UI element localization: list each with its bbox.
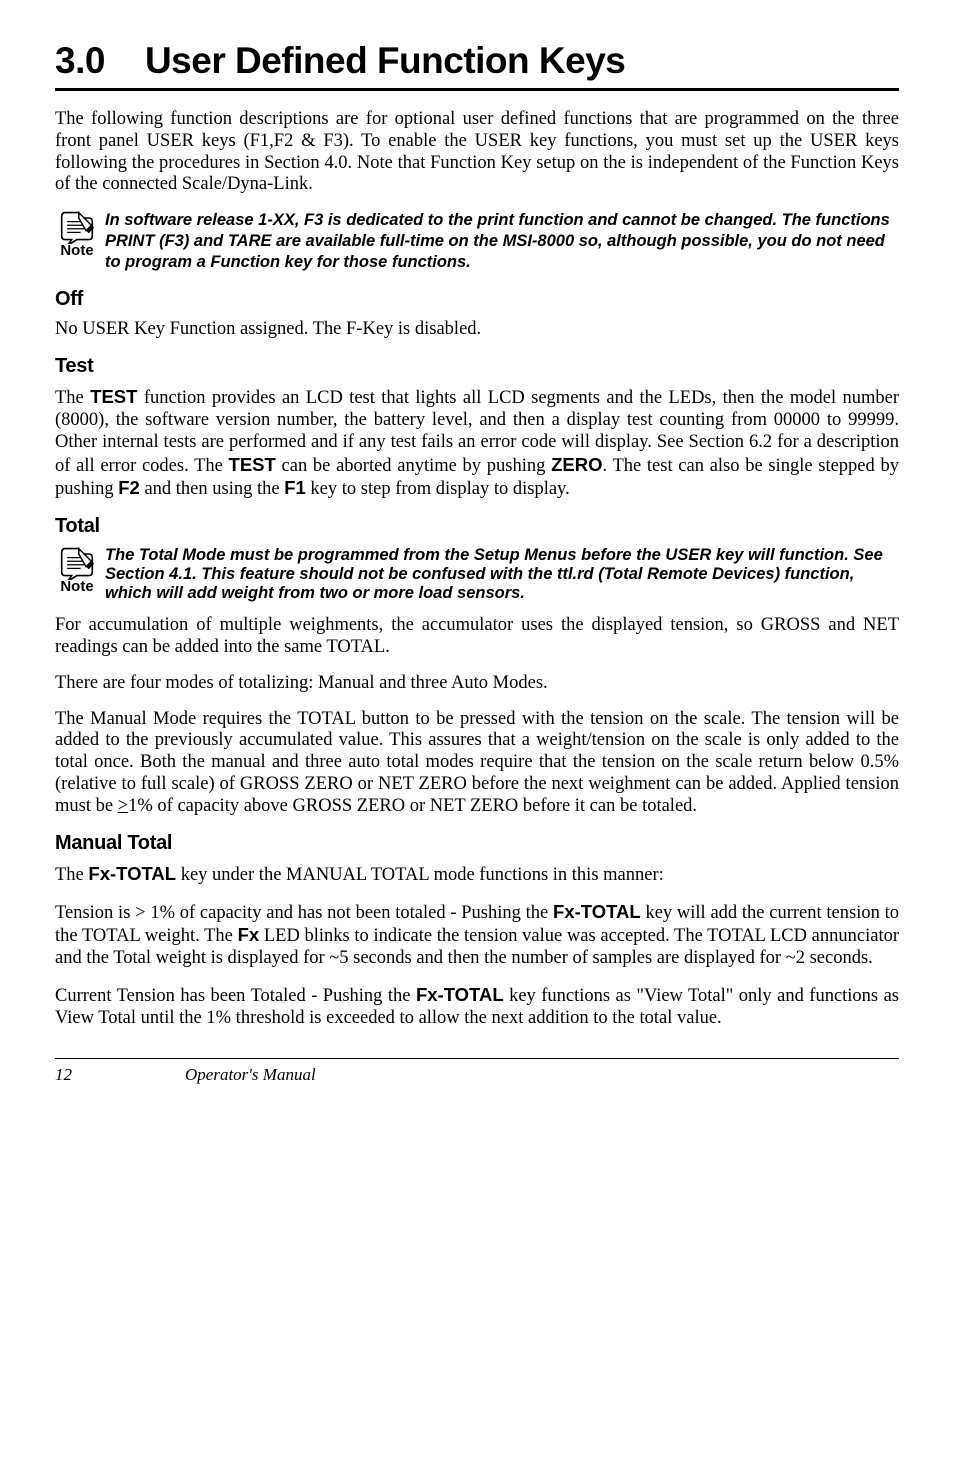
key-test: TEST — [229, 454, 276, 475]
mt-p3: Current Tension has been Totaled - Pushi… — [55, 984, 899, 1030]
page-number: 12 — [55, 1065, 185, 1085]
off-text: No USER Key Function assigned. The F-Key… — [55, 319, 899, 341]
total-p3: The Manual Mode requires the TOTAL butto… — [55, 709, 899, 818]
key-fx: Fx — [238, 924, 260, 945]
key-f2: F2 — [118, 477, 140, 498]
note-block-1: Note In software release 1-XX, F3 is ded… — [55, 210, 899, 272]
manual-total-heading: Manual Total — [55, 832, 899, 855]
note-text: In software release 1-XX, F3 is dedicate… — [105, 210, 899, 272]
off-heading: Off — [55, 288, 899, 311]
total-heading: Total — [55, 515, 899, 538]
key-f1: F1 — [284, 477, 306, 498]
key-test: TEST — [90, 386, 137, 407]
t: and then using the — [140, 479, 284, 499]
page-footer: 12 Operator's Manual — [55, 1058, 899, 1085]
t: can be aborted anytime by pushing — [276, 456, 551, 476]
section-title: User Defined Function Keys — [145, 40, 625, 81]
key-zero: ZERO — [551, 454, 602, 475]
test-text: The TEST function provides an LCD test t… — [55, 386, 899, 501]
key-fx-total: Fx-TOTAL — [88, 863, 176, 884]
note-label: Note — [60, 578, 93, 595]
note-icon — [59, 546, 95, 580]
intro-text: The following function descriptions are … — [55, 109, 899, 196]
note-icon-wrap: Note — [55, 546, 99, 595]
note-label: Note — [60, 242, 93, 259]
mt-p2: Tension is > 1% of capacity and has not … — [55, 901, 899, 970]
key-fx-total: Fx-TOTAL — [553, 901, 641, 922]
note-block-2: Note The Total Mode must be programmed f… — [55, 546, 899, 603]
t: Tension is > 1% of capacity and has not … — [55, 903, 553, 923]
key-fx-total: Fx-TOTAL — [416, 984, 504, 1005]
t: Current Tension has been Totaled - Pushi… — [55, 986, 416, 1006]
footer-title: Operator's Manual — [185, 1065, 316, 1085]
t: key under the MANUAL TOTAL mode function… — [176, 865, 664, 885]
t: 1% of capacity above GROSS ZERO or NET Z… — [128, 796, 697, 816]
note-icon — [59, 210, 95, 244]
ge-symbol: > — [118, 796, 128, 816]
total-p1: For accumulation of multiple weighments,… — [55, 615, 899, 659]
t: key to step from display to display. — [306, 479, 570, 499]
total-p2: There are four modes of totalizing: Manu… — [55, 673, 899, 695]
t: The — [55, 865, 88, 885]
heading-divider — [55, 88, 899, 91]
mt-p1: The Fx-TOTAL key under the MANUAL TOTAL … — [55, 863, 899, 887]
t: The — [55, 388, 90, 408]
note-icon-wrap: Note — [55, 210, 99, 259]
section-number: 3.0 — [55, 40, 105, 82]
test-heading: Test — [55, 355, 899, 378]
note-text: The Total Mode must be programmed from t… — [105, 546, 899, 603]
section-heading: 3.0 User Defined Function Keys — [55, 40, 899, 82]
